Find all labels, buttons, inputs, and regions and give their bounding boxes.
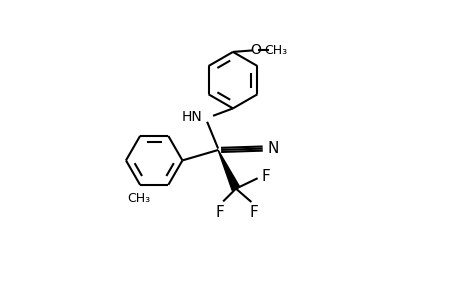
Polygon shape [218,150,239,190]
Text: CH₃: CH₃ [263,44,286,57]
Text: CH₃: CH₃ [127,192,150,205]
Text: HN: HN [181,110,202,124]
Text: N: N [267,141,279,156]
Text: F: F [215,205,224,220]
Text: O: O [249,44,260,57]
Text: F: F [261,169,269,184]
Text: F: F [249,205,257,220]
